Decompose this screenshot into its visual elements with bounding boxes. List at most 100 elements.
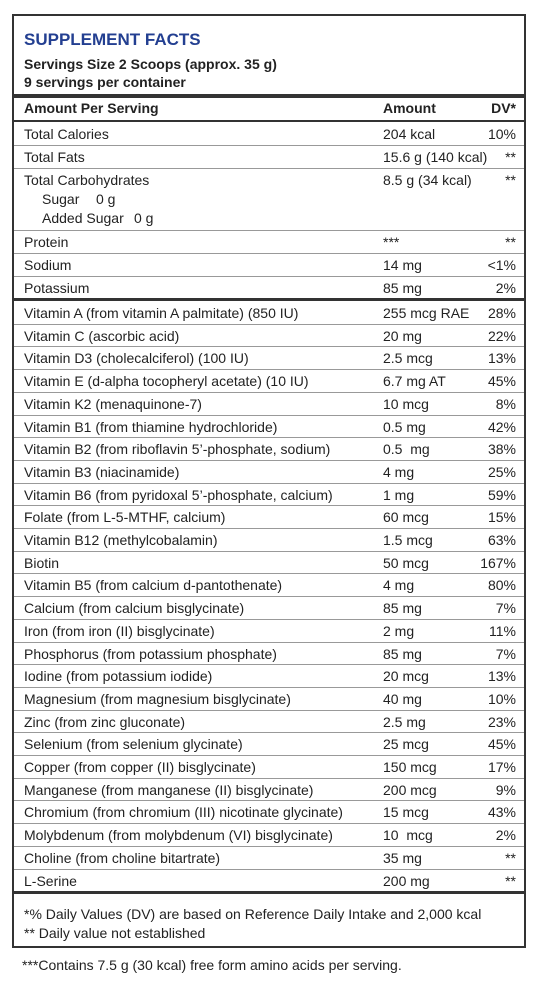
row-rule xyxy=(14,845,524,847)
amount: 6.7 mg AT xyxy=(383,373,446,390)
daily-value: <1% xyxy=(487,257,516,273)
amount: 2.5 mcg xyxy=(383,350,433,367)
amount: 10 mcg xyxy=(383,827,433,844)
nutrient-name: Vitamin B2 (from riboflavin 5’-phosphate… xyxy=(24,441,331,458)
serving-size: Servings Size 2 Scoops (approx. 35 g) xyxy=(24,56,277,72)
daily-value: 13% xyxy=(487,668,516,685)
amount: 85 mg xyxy=(383,645,422,662)
column-header: Amount Per Serving xyxy=(24,100,159,116)
nutrient-name: Potassium xyxy=(24,280,90,296)
nutrient-name: Zinc (from zinc gluconate) xyxy=(24,713,186,730)
daily-value: ** xyxy=(505,172,516,188)
amount: 85 mg xyxy=(383,600,422,617)
row-rule xyxy=(14,391,524,393)
daily-value: 10% xyxy=(487,126,516,142)
amount: 25 mcg xyxy=(383,736,429,753)
daily-value: 15% xyxy=(487,509,516,526)
amount: 1.5 mcg xyxy=(383,532,433,548)
row-rule xyxy=(14,823,524,825)
row-rule xyxy=(14,664,524,666)
daily-value: 80% xyxy=(487,577,516,594)
sub-amount: 0 g xyxy=(96,191,116,207)
daily-value: 22% xyxy=(487,327,516,344)
row-rule xyxy=(14,369,524,371)
row-rule xyxy=(14,868,524,870)
daily-value: 63% xyxy=(487,532,516,548)
daily-value: 59% xyxy=(487,486,516,503)
facts-panel: SUPPLEMENT FACTS Servings Size 2 Scoops … xyxy=(12,14,526,948)
row-rule xyxy=(14,145,524,146)
nutrient-name: Biotin xyxy=(24,554,60,571)
amount: 85 mg xyxy=(383,280,422,296)
daily-value: 38% xyxy=(487,441,516,458)
nutrient-name: Total Fats xyxy=(24,149,85,165)
nutrient-name: Calcium (from calcium bisglycinate) xyxy=(24,600,245,617)
row-rule xyxy=(14,573,524,575)
amount: 50 mcg xyxy=(383,554,429,571)
daily-value: 45% xyxy=(487,373,516,390)
sub-nutrient-name: Added Sugar xyxy=(42,210,124,226)
amount: 2.5 mg xyxy=(383,713,426,730)
daily-value: 7% xyxy=(495,645,516,662)
row-rule xyxy=(14,686,524,688)
amount: 4 mg xyxy=(383,463,415,480)
amount: 40 mg xyxy=(383,690,422,707)
amount: 200 mcg xyxy=(383,781,437,798)
row-rule xyxy=(14,168,524,169)
sub-nutrient-name: Sugar xyxy=(42,191,80,207)
nutrient-name: Magnesium (from magnesium bisglycinate) xyxy=(24,690,291,707)
row-rule xyxy=(14,596,524,598)
row-rule xyxy=(14,732,524,734)
nutrient-name: Phosphorus (from potassium phosphate) xyxy=(24,645,277,662)
daily-value: 28% xyxy=(487,305,516,321)
footnote: ** Daily value not established xyxy=(24,925,206,941)
amount: 200 mg xyxy=(383,872,430,889)
amount: 20 mcg xyxy=(383,668,429,685)
nutrient-name: Total Calories xyxy=(24,126,109,142)
nutrient-name: Selenium (from selenium glycinate) xyxy=(24,736,243,753)
nutrient-name: Iodine (from potassium iodide) xyxy=(24,668,213,685)
daily-value: 25% xyxy=(487,463,516,480)
amount: 255 mcg RAE xyxy=(383,305,470,321)
daily-value: 9% xyxy=(495,781,516,798)
nutrient-name: Choline (from choline bitartrate) xyxy=(24,849,221,866)
row-rule xyxy=(14,323,524,325)
amount: 150 mcg xyxy=(383,759,437,775)
daily-value: ** xyxy=(505,872,516,889)
row-rule xyxy=(14,755,524,756)
row-rule xyxy=(14,459,524,461)
nutrient-name: Vitamin B12 (methylcobalamin) xyxy=(24,532,218,548)
amount: 14 mg xyxy=(383,257,422,273)
amount: 10 mcg xyxy=(383,395,429,412)
nutrient-name: Vitamin C (ascorbic acid) xyxy=(24,327,180,344)
daily-value: 23% xyxy=(487,713,516,730)
row-rule xyxy=(14,414,524,416)
row-rule xyxy=(14,276,524,277)
row-rule xyxy=(14,528,524,529)
row-rule xyxy=(14,253,524,254)
daily-value: 43% xyxy=(487,804,516,821)
daily-value: 13% xyxy=(487,350,516,367)
row-rule xyxy=(14,437,524,439)
daily-value: 8% xyxy=(495,395,516,412)
nutrient-name: Manganese (from manganese (II) bisglycin… xyxy=(24,781,314,798)
nutrient-name: Protein xyxy=(24,234,69,250)
thick-rule xyxy=(14,891,524,895)
amount: 20 mg xyxy=(383,327,422,344)
nutrient-name: Vitamin B6 (from pyridoxal 5’-phosphate,… xyxy=(24,486,333,503)
nutrient-name: Chromium (from chromium (III) nicotinate… xyxy=(24,804,343,821)
amount: 35 mg xyxy=(383,849,422,866)
nutrient-name: Sodium xyxy=(24,257,72,273)
row-rule xyxy=(14,505,524,507)
nutrient-name: Folate (from L-5-MTHF, calcium) xyxy=(24,509,226,526)
amount: 15 mcg xyxy=(383,804,429,821)
amount: 0.5 mg xyxy=(383,418,426,435)
daily-value: 2% xyxy=(495,827,516,844)
nutrient-name: Copper (from copper (II) bisglycinate) xyxy=(24,759,256,775)
daily-value: 7% xyxy=(495,600,516,617)
sub-amount: 0 g xyxy=(134,210,154,226)
title: SUPPLEMENT FACTS xyxy=(24,30,201,49)
nutrient-name: Vitamin A (from vitamin A palmitate) (85… xyxy=(24,305,299,321)
row-rule xyxy=(14,230,524,231)
nutrient-name: Vitamin B3 (niacinamide) xyxy=(24,463,180,480)
